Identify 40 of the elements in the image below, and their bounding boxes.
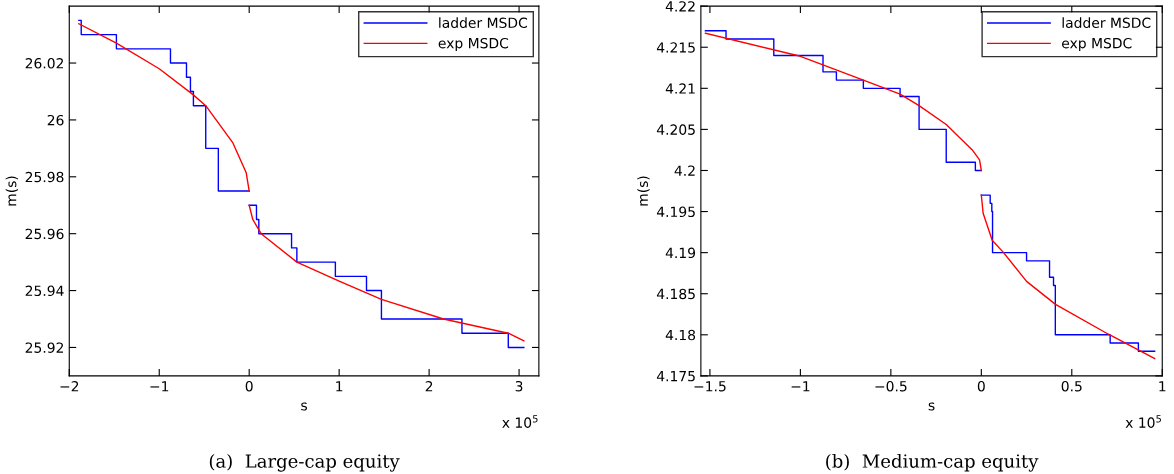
legend-label: exp MSDC: [1062, 37, 1132, 52]
legend-label: ladder MSDC: [1062, 17, 1151, 29]
legend-label: ladder MSDC: [439, 17, 527, 29]
y-tick-label: 4.185: [656, 288, 695, 300]
x-tick-label: −1.5: [694, 381, 726, 392]
y-tick-label: 4.22: [665, 1, 695, 12]
x-tick-label: 3: [515, 380, 523, 392]
y-tick-label: 4.205: [656, 124, 695, 135]
y-tick-label: 26.02: [25, 58, 64, 69]
text: x 10$^{5}$: [502, 415, 538, 428]
legend-label: exp MSDC: [438, 37, 509, 52]
y-tick-label: 25.96: [25, 228, 64, 240]
y-tick-label: 4.2: [674, 165, 695, 176]
y-tick-label: 4.19: [665, 247, 696, 259]
x-tick-label: 0.5: [1061, 380, 1082, 392]
y-tick-label: 26: [47, 114, 64, 126]
y-tick-label: 4.215: [656, 42, 695, 53]
x-tick-label: 2: [425, 380, 433, 392]
y-tick-label: 25.98: [25, 171, 64, 183]
x-tick-label: 1: [336, 381, 343, 392]
text: (b) Medium-cap equity: [826, 453, 1039, 472]
y-tick-label: 4.18: [665, 329, 696, 341]
y-tick-label: 4.21: [665, 83, 695, 94]
x-tick-label: −1: [791, 381, 810, 392]
text: x 10$^{5}$: [1125, 415, 1161, 428]
y-tick-label: 25.92: [25, 342, 64, 353]
x-tick-label: −0.5: [875, 380, 907, 392]
x-tick-label: 0: [245, 380, 253, 392]
x-tick-label: −1: [150, 381, 169, 392]
x-tick-label: −2: [60, 380, 79, 392]
x-axis-title: s: [301, 402, 308, 411]
text: (a) Large-cap equity: [209, 453, 400, 472]
y-tick-label: 25.94: [25, 285, 64, 297]
y-axis-title: m(s): [637, 176, 650, 206]
x-axis-title: s: [928, 402, 935, 411]
y-tick-label: 4.195: [656, 206, 695, 218]
y-tick-label: 4.175: [656, 371, 695, 382]
y-axis-title: m(s): [5, 176, 19, 206]
x-tick-label: 1: [1159, 381, 1166, 392]
x-tick-label: 0: [977, 380, 985, 392]
